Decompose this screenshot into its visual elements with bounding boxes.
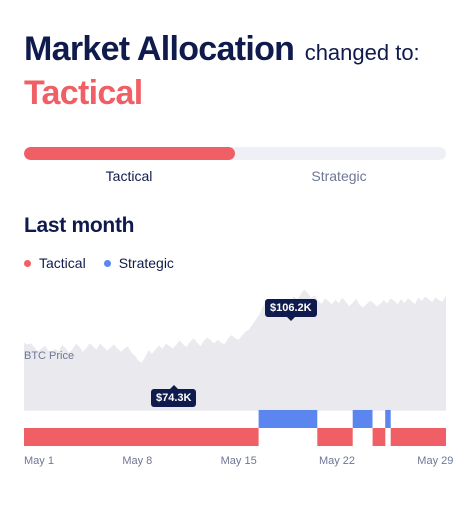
x-axis-labels: May 1 May 8 May 15 May 22 May 29 (0, 455, 470, 471)
x-tick-label: May 22 (318, 455, 356, 467)
progress-label-tactical: Tactical (105, 168, 153, 184)
chart-series-label: BTC Price (24, 350, 75, 362)
headline: Market Allocation changed to: (24, 30, 454, 69)
x-tick-label: May 1 (24, 455, 54, 467)
allocation-progress-track (24, 147, 446, 160)
allocation-band (24, 410, 446, 446)
x-tick-label: May 29 (417, 455, 454, 467)
allocation-segment-tactical (372, 428, 386, 446)
page-subtitle: changed to: (304, 40, 420, 65)
allocation-segment-strategic (258, 410, 318, 428)
x-tick-label: May 8 (122, 455, 153, 467)
chart-legend: Tactical Strategic (24, 255, 174, 271)
legend-dot-tactical (24, 259, 31, 267)
low-price-tooltip: $74.3K (151, 385, 197, 407)
section-title: Last month (24, 214, 135, 237)
legend-dot-strategic (103, 259, 111, 267)
allocation-progress-fill (24, 147, 235, 160)
legend-label-strategic: Strategic (118, 255, 174, 271)
btc-price-chart (24, 290, 446, 446)
allocation-segment-strategic (352, 410, 373, 428)
btc-price-area (24, 290, 446, 410)
allocation-segment-tactical (317, 428, 353, 446)
high-price-tooltip: $106.2K (265, 299, 317, 321)
allocation-segment-tactical (24, 428, 259, 446)
allocation-segment-tactical (390, 428, 446, 446)
current-allocation-state: Tactical (24, 74, 143, 112)
x-tick-label: May 15 (220, 455, 257, 467)
allocation-segment-strategic (385, 410, 391, 428)
legend-label-tactical: Tactical (39, 255, 86, 271)
progress-label-strategic: Strategic (311, 168, 367, 184)
legend-item-tactical: Tactical (24, 255, 86, 271)
page-title: Market Allocation (24, 30, 295, 68)
legend-item-strategic: Strategic (103, 255, 174, 271)
